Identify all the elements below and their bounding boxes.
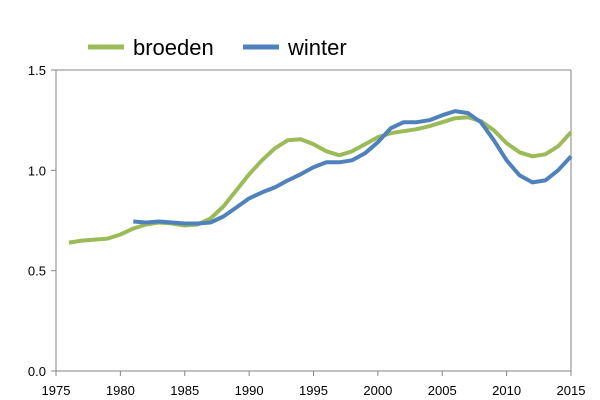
x-tick-label: 1975 bbox=[42, 383, 71, 398]
y-tick-label: 0.0 bbox=[28, 364, 46, 379]
legend-label-winter: winter bbox=[287, 35, 347, 60]
x-tick-label: 2005 bbox=[428, 383, 457, 398]
legend-label-broeden: broeden bbox=[133, 35, 214, 60]
y-tick-label: 1.0 bbox=[28, 163, 46, 178]
x-tick-label: 2000 bbox=[363, 383, 392, 398]
y-tick-label: 0.5 bbox=[28, 264, 46, 279]
x-tick-label: 2010 bbox=[492, 383, 521, 398]
x-tick-label: 1990 bbox=[235, 383, 264, 398]
x-tick-label: 1995 bbox=[299, 383, 328, 398]
legend: broeden winter bbox=[88, 35, 347, 60]
series-layer bbox=[68, 109, 573, 245]
y-tick-label: 1.5 bbox=[28, 63, 46, 78]
axes: 0.0 0.5 1.0 1.5 1975 1980 1985 1990 1995 2000 2005… bbox=[28, 63, 586, 398]
x-tick-label: 1980 bbox=[106, 383, 135, 398]
x-tick-label: 1985 bbox=[170, 383, 199, 398]
x-tick-label: 2015 bbox=[557, 383, 586, 398]
series-line-winter bbox=[133, 109, 573, 226]
